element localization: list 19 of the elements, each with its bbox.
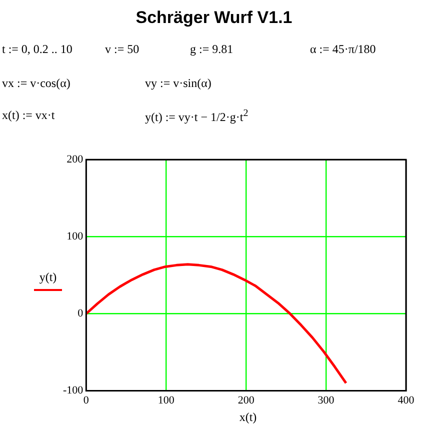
text: x(t) := vx·t bbox=[2, 108, 55, 123]
y-tick-label: 0 bbox=[78, 308, 84, 320]
chart-title: Schräger Wurf V1.1 bbox=[134, 8, 294, 28]
y-tick-label: 200 bbox=[66, 153, 84, 166]
text: vy := v·sin(α) bbox=[145, 76, 212, 91]
text: g := 9.81 bbox=[190, 42, 234, 57]
text: v := 50 bbox=[105, 42, 140, 57]
x-tick-label: 100 bbox=[158, 394, 175, 406]
x-tick-label: 200 bbox=[238, 394, 255, 406]
x-tick-label: 400 bbox=[398, 394, 415, 406]
y-tick-label: 100 bbox=[66, 230, 84, 243]
text: y(t) bbox=[38, 270, 58, 285]
x-tick-label: 300 bbox=[318, 394, 335, 406]
text: vx := v·cos(α) bbox=[2, 76, 70, 91]
text: t := 0, 0.2 .. 10 bbox=[2, 42, 72, 57]
y-tick-label: -100 bbox=[62, 384, 84, 397]
text: y(t) := vy·t − 1/2·g·t$^{2}$ bbox=[145, 108, 248, 125]
x-axis-title: x(t) bbox=[238, 410, 258, 425]
text: α := 45·π/180 bbox=[310, 42, 376, 57]
